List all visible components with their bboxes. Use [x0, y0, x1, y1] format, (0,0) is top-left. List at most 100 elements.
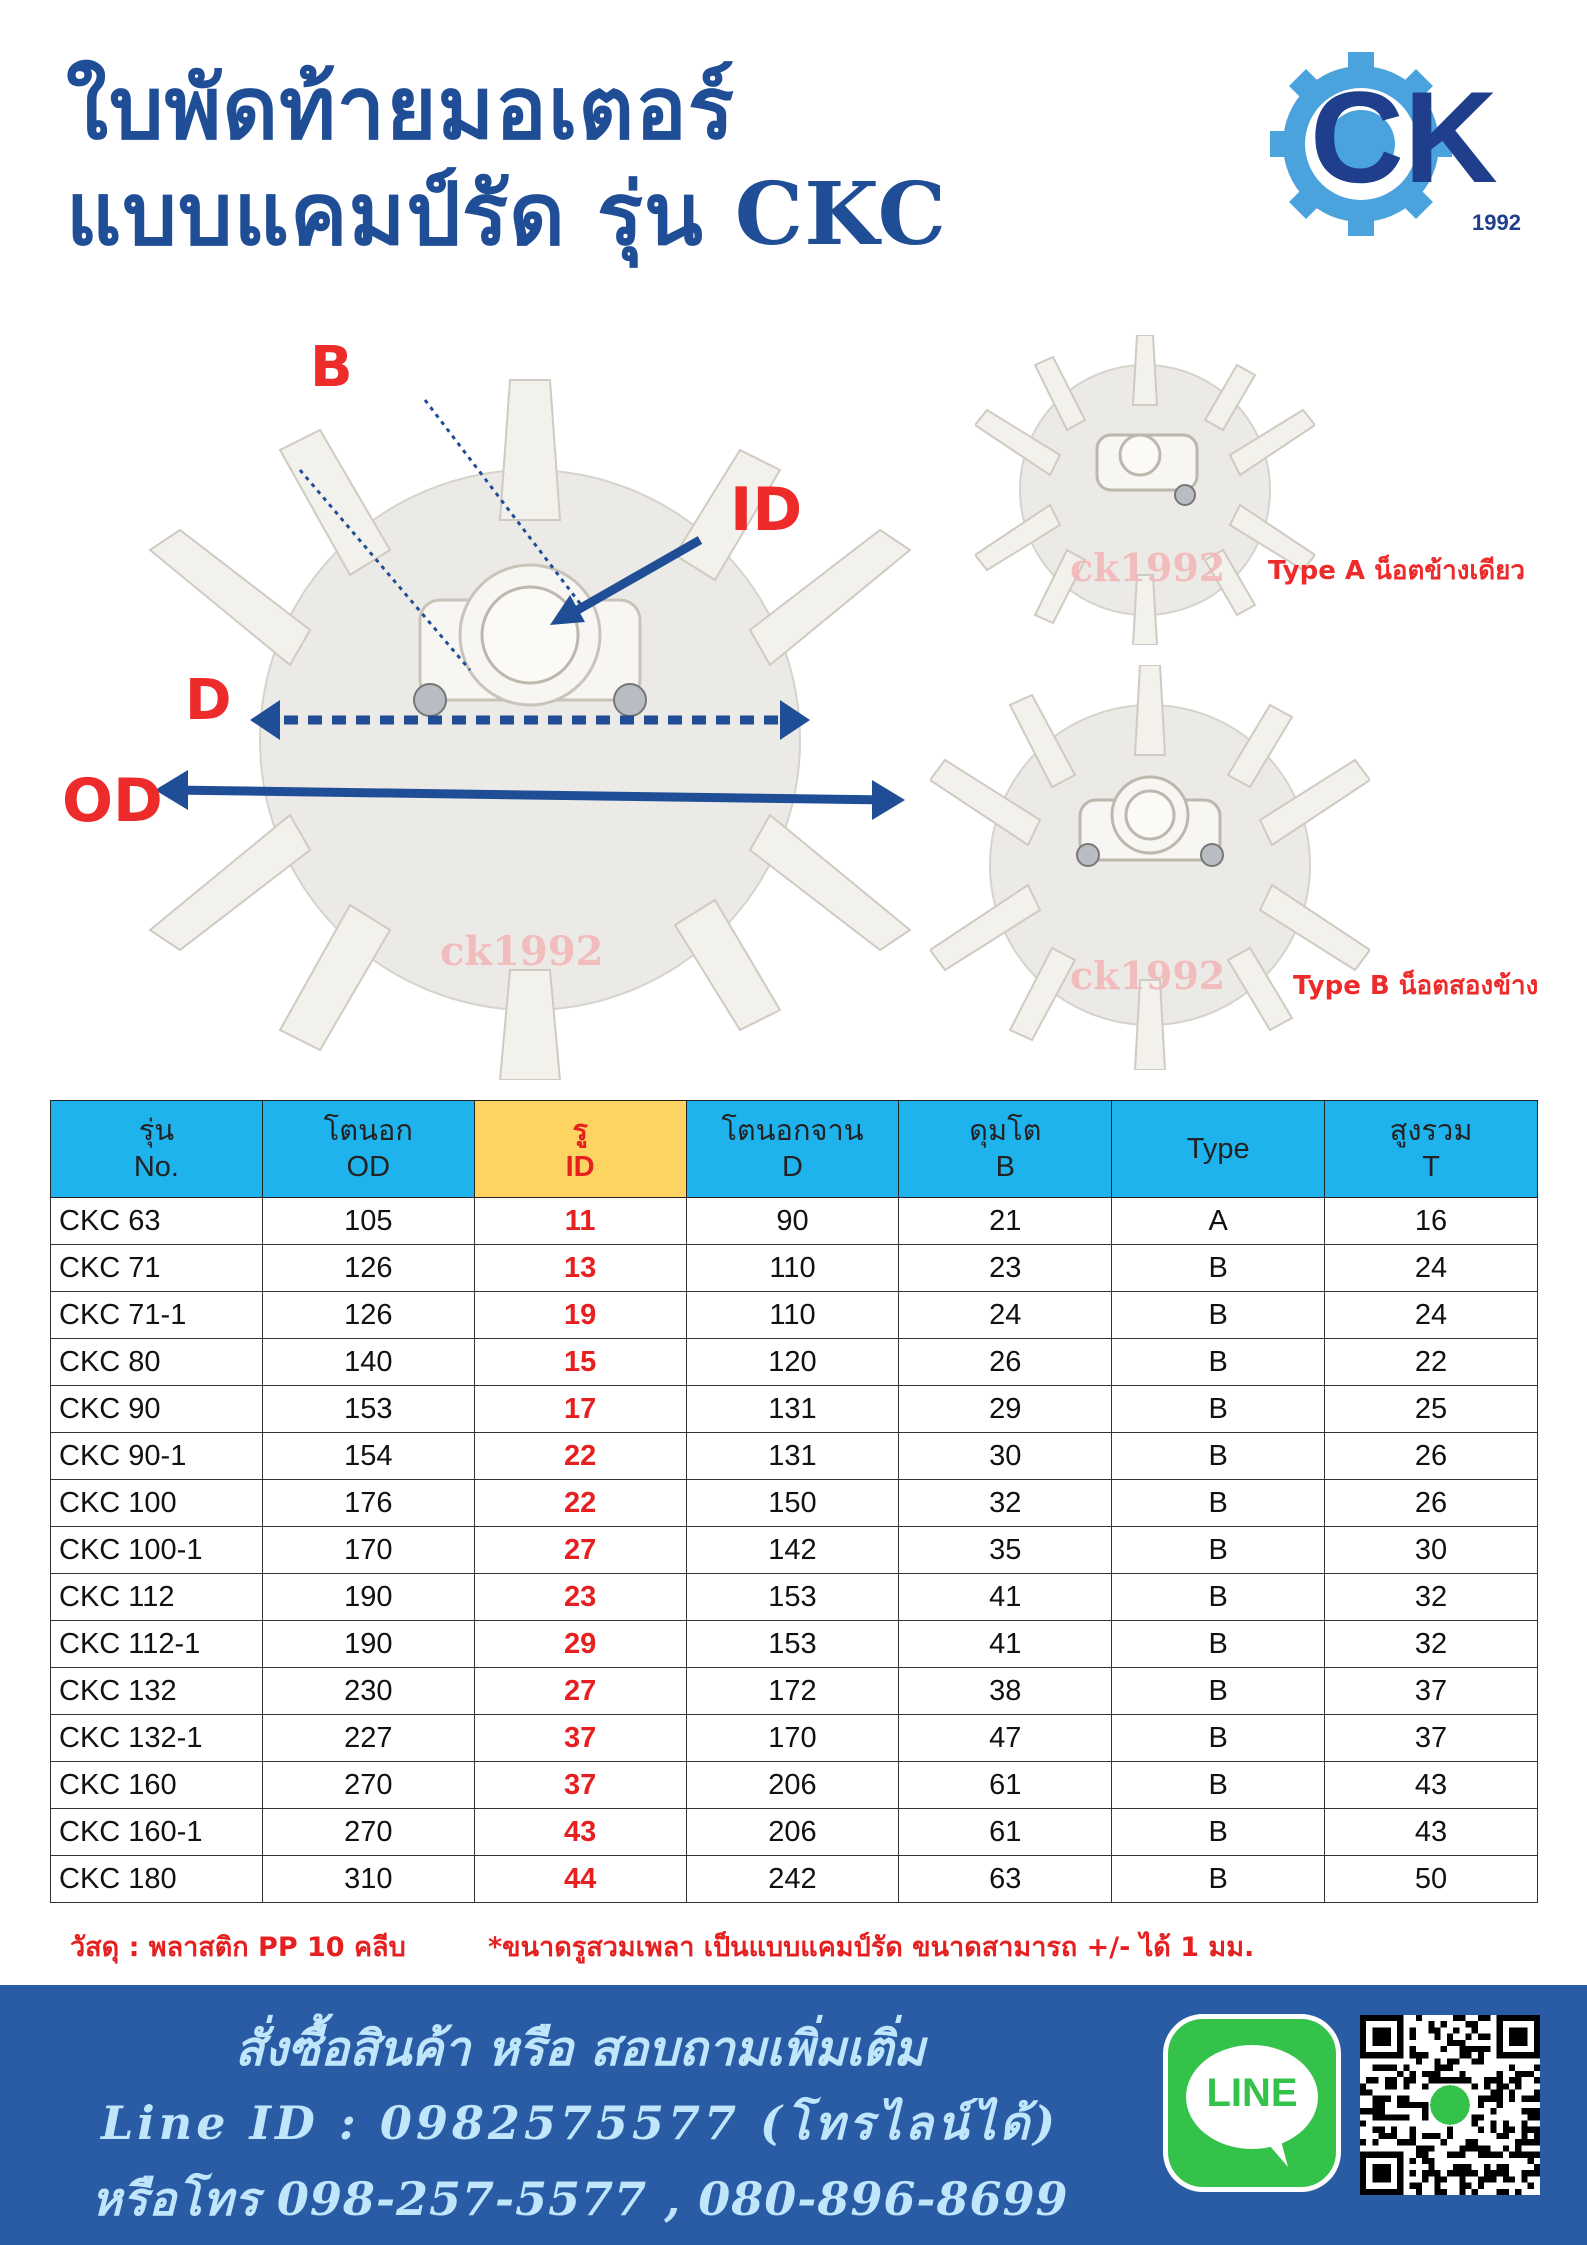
cell-d: 90 [685, 1197, 900, 1245]
cell-t: 16 [1324, 1197, 1538, 1245]
header-id: รู ID [473, 1100, 687, 1198]
table-header-row: รุ่น No. โตนอก OD รู ID โตนอกจาน D ดุมโต B Ty… [50, 1100, 1538, 1198]
cell-t: 24 [1324, 1291, 1538, 1339]
cell-od: 153 [261, 1385, 475, 1433]
cell-id: 11 [473, 1197, 687, 1245]
cell-t: 26 [1324, 1479, 1538, 1527]
footer-phone-numbers[interactable]: หรือโทร 098-257-5577 , 080-896-8699 [91, 2172, 1069, 2226]
table-row: CKC 160 270 37 206 61 B 43 [50, 1761, 1538, 1809]
cell-model: CKC 90-1 [50, 1432, 263, 1480]
cell-d: 110 [685, 1244, 900, 1292]
cell-id: 27 [473, 1667, 687, 1715]
cell-id: 22 [473, 1479, 687, 1527]
logo-letters: CK [1310, 64, 1498, 210]
cell-od: 176 [261, 1479, 475, 1527]
cell-od: 227 [261, 1714, 475, 1762]
cell-type: B [1111, 1526, 1326, 1574]
cell-od: 270 [261, 1808, 475, 1856]
cell-b: 35 [898, 1526, 1113, 1574]
page-title-line1: ใบพัดท้ายมอเตอร์ [66, 58, 735, 159]
cell-id: 37 [473, 1714, 687, 1762]
cell-type: B [1111, 1479, 1326, 1527]
cell-t: 37 [1324, 1667, 1538, 1715]
cell-type: B [1111, 1385, 1326, 1433]
cell-model: CKC 160 [50, 1761, 263, 1809]
qr-code[interactable] [1360, 2015, 1540, 2195]
table-row: CKC 100-1 170 27 142 35 B 30 [50, 1526, 1538, 1574]
cell-model: CKC 100-1 [50, 1526, 263, 1574]
cell-od: 270 [261, 1761, 475, 1809]
fan-type-b-illustration [930, 665, 1370, 1070]
line-app-badge[interactable]: LINE [1163, 2014, 1341, 2192]
cell-id: 44 [473, 1855, 687, 1903]
cell-model: CKC 100 [50, 1479, 263, 1527]
table-row: CKC 180 310 44 242 63 B 50 [50, 1855, 1538, 1903]
table-row: CKC 132 230 27 172 38 B 37 [50, 1667, 1538, 1715]
cell-d: 131 [685, 1432, 900, 1480]
dimension-label-b: B [310, 335, 353, 400]
cell-od: 154 [261, 1432, 475, 1480]
header-od: โตนอก OD [261, 1100, 475, 1198]
line-badge-label: LINE [1206, 2071, 1298, 2115]
cell-d: 150 [685, 1479, 900, 1527]
cell-model: CKC 71 [50, 1244, 263, 1292]
cell-b: 29 [898, 1385, 1113, 1433]
header-d: โตนอกจาน D [685, 1100, 900, 1198]
cell-id: 13 [473, 1244, 687, 1292]
table-row: CKC 90 153 17 131 29 B 25 [50, 1385, 1538, 1433]
cell-b: 61 [898, 1761, 1113, 1809]
cell-od: 126 [261, 1291, 475, 1339]
cell-d: 120 [685, 1338, 900, 1386]
cell-type: B [1111, 1291, 1326, 1339]
cell-model: CKC 63 [50, 1197, 263, 1245]
cell-od: 190 [261, 1620, 475, 1668]
cell-model: CKC 90 [50, 1385, 263, 1433]
cell-b: 41 [898, 1620, 1113, 1668]
cell-id: 15 [473, 1338, 687, 1386]
cell-t: 26 [1324, 1432, 1538, 1480]
cell-type: B [1111, 1573, 1326, 1621]
cell-d: 170 [685, 1714, 900, 1762]
cell-model: CKC 132 [50, 1667, 263, 1715]
cell-t: 32 [1324, 1573, 1538, 1621]
cell-od: 126 [261, 1244, 475, 1292]
cell-od: 190 [261, 1573, 475, 1621]
cell-od: 140 [261, 1338, 475, 1386]
cell-t: 50 [1324, 1855, 1538, 1903]
cell-b: 41 [898, 1573, 1113, 1621]
cell-d: 242 [685, 1855, 900, 1903]
spec-table: รุ่น No. โตนอก OD รู ID โตนอกจาน D ดุมโต B Ty… [50, 1100, 1538, 1903]
tolerance-note: *ขนาดรูสวมเพลา เป็นแบบแคมป์รัด ขนาดสามาร… [488, 1932, 1255, 1963]
cell-b: 47 [898, 1714, 1113, 1762]
cell-t: 22 [1324, 1338, 1538, 1386]
table-row: CKC 71 126 13 110 23 B 24 [50, 1244, 1538, 1292]
cell-t: 30 [1324, 1526, 1538, 1574]
cell-id: 43 [473, 1808, 687, 1856]
cell-t: 43 [1324, 1761, 1538, 1809]
cell-d: 206 [685, 1761, 900, 1809]
fan-type-a-illustration [975, 335, 1315, 645]
watermark-type-a: ck1992 [1070, 545, 1226, 590]
cell-id: 17 [473, 1385, 687, 1433]
cell-b: 26 [898, 1338, 1113, 1386]
cell-d: 172 [685, 1667, 900, 1715]
cell-od: 230 [261, 1667, 475, 1715]
gear-icon [1270, 52, 1452, 236]
cell-id: 29 [473, 1620, 687, 1668]
table-row: CKC 80 140 15 120 26 B 22 [50, 1338, 1538, 1386]
cell-id: 37 [473, 1761, 687, 1809]
cell-model: CKC 80 [50, 1338, 263, 1386]
cell-model: CKC 112-1 [50, 1620, 263, 1668]
cell-b: 24 [898, 1291, 1113, 1339]
type-a-note: Type A น็อตข้างเดียว [1268, 556, 1526, 586]
spec-table-body: CKC 63 105 11 90 21 A 16 CKC 71 126 13 110 23 B 24 CKC… [50, 1197, 1538, 1903]
watermark-main: ck1992 [440, 928, 604, 975]
cell-od: 105 [261, 1197, 475, 1245]
watermark-type-b: ck1992 [1070, 953, 1226, 998]
cell-d: 131 [685, 1385, 900, 1433]
table-row: CKC 63 105 11 90 21 A 16 [50, 1197, 1538, 1245]
footer-line-id[interactable]: Line ID : 0982575577 (โทรไลน์ได้) [100, 2096, 1060, 2150]
cell-model: CKC 180 [50, 1855, 263, 1903]
footer-order-line: สั่งซื้อสินค้า หรือ สอบถามเพิ่มเติ่ม [234, 2021, 926, 2077]
table-row: CKC 112 190 23 153 41 B 32 [50, 1573, 1538, 1621]
